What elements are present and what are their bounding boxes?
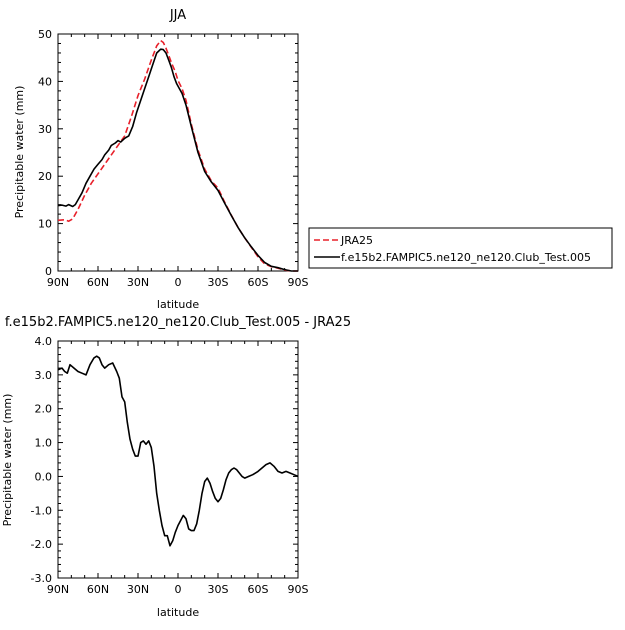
bottom-plot-frame	[57, 340, 299, 579]
bottom-panel-title: f.e15b2.FAMPIC5.ne120_ne120.Club_Test.00…	[5, 315, 351, 330]
top-x-tick-label: 90S	[288, 276, 309, 289]
top-x-tick-label: 30N	[127, 276, 149, 289]
bottom-x-tick-label: 90N	[47, 583, 69, 596]
bottom-x-tick-label: 60S	[248, 583, 269, 596]
top-x-tick-label: 60N	[87, 276, 109, 289]
top-y-tick-label: 20	[38, 170, 52, 183]
bottom-ticks: 90N 60N 30N 0 30S 60S 90S -3.0 -2.0 -1.0 0.0 1.0 2.0…	[31, 335, 309, 596]
top-series-lines	[57, 39, 298, 272]
bottom-y-axis-label: Precipitable water (mm)	[1, 394, 14, 527]
bottom-y-tick-label: -3.0	[31, 572, 52, 585]
legend-box	[308, 227, 613, 269]
top-y-tick-label: 10	[38, 218, 52, 231]
top-panel-title: JJA	[169, 8, 186, 23]
top-y-tick-label: 40	[38, 75, 52, 88]
top-plot-frame	[57, 33, 299, 272]
legend: JRA25 f.e15b2.FAMPIC5.ne120_ne120.Club_T…	[308, 227, 613, 269]
bottom-x-tick-label: 0	[175, 583, 182, 596]
top-x-tick-label: 30S	[208, 276, 229, 289]
top-x-tick-label: 90N	[47, 276, 69, 289]
legend-label-jra25: JRA25	[340, 234, 373, 247]
bottom-y-tick-label: 2.0	[35, 403, 53, 416]
bottom-x-tick-label: 60N	[87, 583, 109, 596]
legend-label-model: f.e15b2.FAMPIC5.ne120_ne120.Club_Test.00…	[341, 251, 591, 264]
bottom-x-tick-label: 90S	[288, 583, 309, 596]
top-y-tick-label: 30	[38, 123, 52, 136]
top-y-axis-label: Precipitable water (mm)	[13, 86, 26, 219]
top-x-tick-label: 60S	[248, 276, 269, 289]
top-x-axis-label: latitude	[157, 298, 199, 311]
bottom-series-lines	[57, 355, 299, 547]
bottom-series-line-difference	[57, 355, 299, 547]
bottom-x-tick-label: 30N	[127, 583, 149, 596]
top-ticks: 90N 60N 30N 0 30S 60S 90S 0 10 20 30 40 50	[38, 28, 309, 289]
top-panel: JJA 90N 60N 30N 0 30S 60S 90S 0 10 20 30 40 50 latit…	[13, 8, 309, 311]
bottom-y-tick-label: 4.0	[35, 335, 53, 348]
top-x-tick-label: 0	[175, 276, 182, 289]
bottom-x-tick-label: 30S	[208, 583, 229, 596]
top-y-tick-label: 50	[38, 28, 52, 41]
bottom-panel: f.e15b2.FAMPIC5.ne120_ne120.Club_Test.00…	[1, 315, 351, 619]
top-y-tick-label: 0	[45, 265, 52, 278]
bottom-y-tick-label: 1.0	[35, 437, 53, 450]
bottom-x-axis-label: latitude	[157, 606, 199, 619]
bottom-y-tick-label: 3.0	[35, 369, 53, 382]
bottom-y-tick-label: 0.0	[35, 470, 53, 483]
top-series-line-f-e15b2-fampic5-ne120-ne120-club-test-005	[57, 48, 298, 272]
top-series-line-jra25	[57, 39, 298, 272]
bottom-y-tick-label: -1.0	[31, 504, 52, 517]
bottom-y-tick-label: -2.0	[31, 538, 52, 551]
